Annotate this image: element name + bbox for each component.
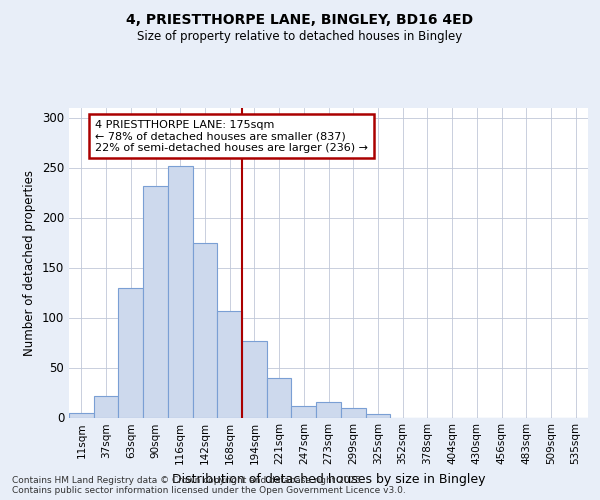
Bar [267,378,292,418]
Bar [316,402,341,417]
Bar [341,408,365,418]
X-axis label: Distribution of detached houses by size in Bingley: Distribution of detached houses by size … [172,473,485,486]
Text: Size of property relative to detached houses in Bingley: Size of property relative to detached ho… [137,30,463,43]
Bar [94,396,118,417]
Text: 4, PRIESTTHORPE LANE, BINGLEY, BD16 4ED: 4, PRIESTTHORPE LANE, BINGLEY, BD16 4ED [127,12,473,26]
Y-axis label: Number of detached properties: Number of detached properties [23,170,37,356]
Bar [242,340,267,417]
Text: 4 PRIESTTHORPE LANE: 175sqm
← 78% of detached houses are smaller (837)
22% of se: 4 PRIESTTHORPE LANE: 175sqm ← 78% of det… [95,120,368,152]
Bar [143,186,168,418]
Bar [193,242,217,418]
Text: Contains HM Land Registry data © Crown copyright and database right 2025.
Contai: Contains HM Land Registry data © Crown c… [12,476,406,495]
Bar [69,412,94,418]
Bar [217,310,242,418]
Bar [292,406,316,417]
Bar [118,288,143,418]
Bar [168,166,193,418]
Bar [365,414,390,418]
